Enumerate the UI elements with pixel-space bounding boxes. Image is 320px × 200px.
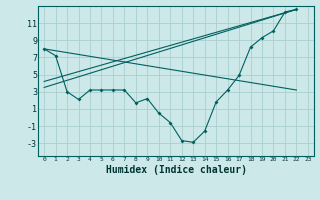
X-axis label: Humidex (Indice chaleur): Humidex (Indice chaleur) [106,165,246,175]
